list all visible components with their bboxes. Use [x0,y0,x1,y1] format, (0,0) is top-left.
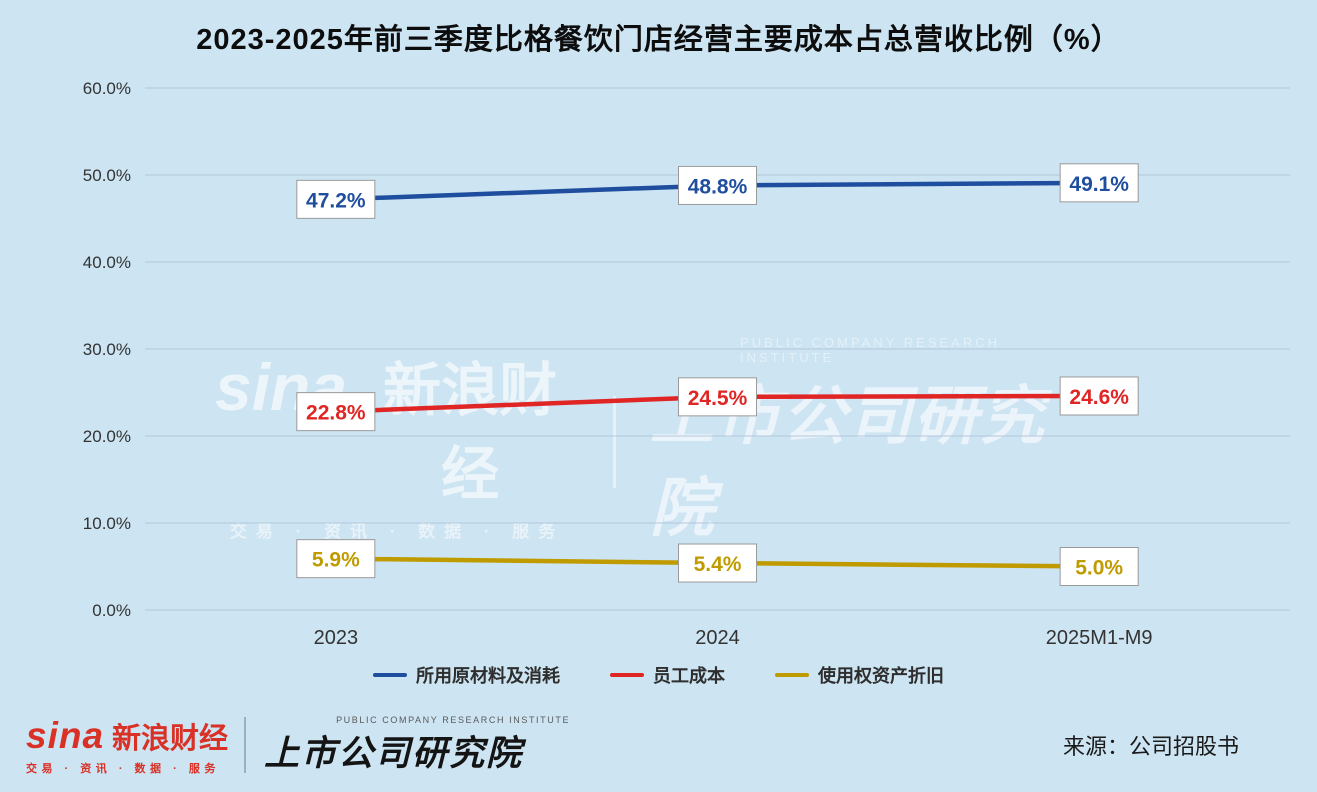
y-axis-tick-label: 40.0% [83,253,131,272]
sina-finance-name: 新浪财经 [112,722,229,755]
data-label-value: 47.2% [306,189,366,212]
data-label-box [296,179,376,219]
chart-legend: 所用原材料及消耗 员工成本 使用权资产折旧 [0,662,1317,688]
legend-line-swatch [775,673,809,677]
sina-wordmark: sina [26,714,105,756]
legend-line-swatch [610,673,644,677]
legend-line-swatch [373,673,407,677]
legend-item: 员工成本 [610,662,725,688]
y-axis-tick-label: 60.0% [83,79,131,98]
y-axis-tick-label: 0.0% [92,601,131,620]
data-label-box [1059,163,1139,203]
line-chart: 0.0% 10.0% 20.0% 30.0% 40.0% 50.0% 60.0% 2023 20… [83,79,1290,649]
data-label-box [296,539,376,579]
data-label-value: 5.0% [1075,557,1123,580]
institute-logo-en: PUBLIC COMPANY RESEARCH INSTITUTE [336,714,571,725]
y-axis-tick-label: 20.0% [83,427,131,446]
y-axis-tick-label: 50.0% [83,166,131,185]
x-axis-tick-label: 2023 [314,627,359,649]
sina-finance-logo: sina 新浪财经 交易 · 资讯 · 数据 · 服务 [26,715,228,776]
institute-logo-name: 上市公司研究院 [264,733,524,773]
legend-item: 使用权资产折旧 [775,662,944,688]
data-label-box [678,377,757,417]
sina-tagline: 交易 · 资讯 · 数据 · 服务 [26,762,220,775]
source-text: 来源：公司招股书 [1062,734,1239,759]
footer-divider [244,717,247,773]
chart-title: 2023-2025年前三季度比格餐饮门店经营主要成本占总营收比例（%） [196,24,1121,56]
y-axis-tick-label: 10.0% [83,514,131,533]
data-label-box [1059,376,1139,416]
legend-item: 所用原材料及消耗 [373,662,560,688]
institute-logo: PUBLIC COMPANY RESEARCH INSTITUTE 上市公司研究… [264,715,570,776]
data-label-box [678,165,757,205]
data-label-value: 48.8% [688,175,748,198]
legend-label: 所用原材料及消耗 [416,666,560,686]
data-label-box [296,392,376,432]
y-axis-tick-label: 30.0% [83,340,131,359]
data-label-value: 49.1% [1069,173,1129,196]
data-label-value: 24.5% [688,387,748,410]
footer: sina 新浪财经 交易 · 资讯 · 数据 · 服务 PUBLIC COMPA… [26,704,1291,786]
data-label-value: 22.8% [306,402,366,425]
x-axis-tick-label: 2025M1-M9 [1046,627,1153,649]
data-label-box [678,543,757,583]
x-axis-tick-label: 2024 [695,627,740,649]
data-label-value: 24.6% [1069,386,1129,409]
legend-label: 使用权资产折旧 [818,666,944,686]
data-label-value: 5.4% [694,553,742,576]
data-label-box [1059,547,1139,586]
data-label-value: 5.9% [312,549,360,572]
legend-label: 员工成本 [653,666,725,686]
